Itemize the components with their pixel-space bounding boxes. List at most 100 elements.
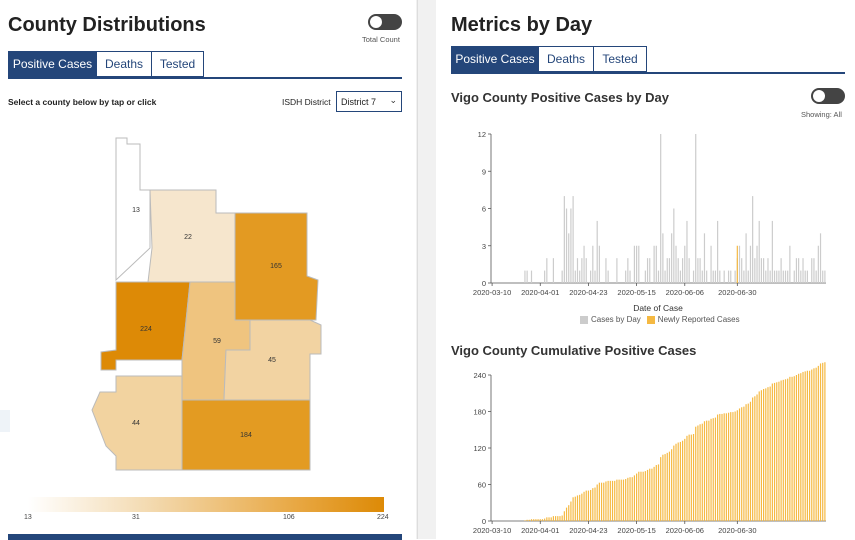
bar[interactable] [603, 482, 605, 521]
bar[interactable] [568, 505, 570, 521]
bar[interactable] [710, 245, 712, 283]
bar[interactable] [666, 452, 668, 521]
bar[interactable] [819, 233, 822, 283]
bar[interactable] [686, 435, 688, 521]
bar[interactable] [756, 245, 758, 283]
bar[interactable] [730, 270, 732, 283]
bar[interactable] [815, 270, 817, 283]
bar[interactable] [798, 258, 800, 283]
bar[interactable] [795, 258, 798, 283]
bar[interactable] [802, 371, 804, 521]
newly-reported-bar[interactable] [736, 245, 738, 283]
bar[interactable] [592, 245, 594, 283]
bar[interactable] [800, 373, 802, 521]
bar[interactable] [719, 270, 721, 283]
bar[interactable] [592, 488, 594, 521]
bar[interactable] [703, 233, 706, 283]
bar[interactable] [559, 516, 561, 521]
bar[interactable] [657, 464, 660, 521]
bar[interactable] [660, 457, 662, 521]
bar[interactable] [817, 245, 819, 283]
bar[interactable] [681, 440, 684, 521]
bar[interactable] [631, 477, 633, 521]
bar[interactable] [714, 270, 717, 283]
bar[interactable] [763, 258, 765, 283]
bar[interactable] [574, 270, 576, 283]
bar[interactable] [725, 413, 727, 521]
bar[interactable] [798, 373, 800, 521]
bar[interactable] [697, 258, 699, 283]
bar[interactable] [697, 425, 699, 521]
bar[interactable] [544, 270, 546, 283]
bar[interactable] [662, 454, 664, 521]
bar[interactable] [677, 258, 679, 283]
bar[interactable] [778, 381, 780, 521]
bar[interactable] [570, 501, 572, 521]
bar[interactable] [747, 270, 749, 283]
bar[interactable] [649, 258, 651, 283]
bar[interactable] [734, 411, 736, 522]
bar[interactable] [629, 270, 631, 283]
bar[interactable] [738, 408, 741, 521]
bar[interactable] [778, 270, 780, 283]
bar[interactable] [565, 208, 568, 284]
bar[interactable] [800, 270, 802, 283]
bar[interactable] [585, 490, 587, 521]
bar[interactable] [701, 270, 703, 283]
bar[interactable] [673, 445, 675, 521]
bar[interactable] [679, 270, 681, 283]
bar[interactable] [795, 375, 798, 521]
bar[interactable] [749, 401, 752, 521]
bar[interactable] [598, 245, 600, 283]
bar[interactable] [815, 367, 817, 521]
bar[interactable] [636, 245, 638, 283]
bar[interactable] [646, 469, 649, 521]
total-count-toggle[interactable] [368, 14, 402, 30]
bar[interactable] [646, 258, 649, 283]
bar[interactable] [530, 519, 533, 521]
bar[interactable] [804, 371, 806, 521]
bar[interactable] [618, 479, 620, 521]
bar[interactable] [524, 270, 526, 283]
bar[interactable] [579, 270, 581, 283]
bar[interactable] [784, 379, 787, 521]
bar[interactable] [767, 258, 769, 283]
bar[interactable] [568, 233, 570, 283]
bar[interactable] [813, 258, 815, 283]
bar[interactable] [819, 363, 822, 521]
bar[interactable] [732, 412, 734, 521]
bar[interactable] [649, 468, 651, 521]
bar[interactable] [616, 258, 618, 283]
bar[interactable] [671, 233, 673, 283]
bar[interactable] [741, 407, 743, 521]
bar[interactable] [546, 517, 548, 521]
bar[interactable] [607, 480, 609, 521]
bar[interactable] [806, 270, 808, 283]
bar[interactable] [544, 518, 546, 521]
bar[interactable] [539, 519, 541, 521]
bar[interactable] [730, 412, 732, 521]
bar[interactable] [723, 270, 725, 283]
bar[interactable] [745, 233, 747, 283]
bar[interactable] [662, 233, 664, 283]
bar[interactable] [570, 208, 572, 284]
bar[interactable] [721, 413, 723, 521]
bar[interactable] [780, 380, 782, 521]
bar[interactable] [745, 404, 747, 521]
bar[interactable] [784, 270, 787, 283]
bar[interactable] [581, 493, 583, 521]
bar[interactable] [664, 270, 666, 283]
bar[interactable] [684, 438, 686, 521]
bar[interactable] [808, 370, 811, 521]
bar[interactable] [576, 495, 579, 521]
bar[interactable] [640, 471, 642, 521]
bar[interactable] [723, 413, 725, 521]
bar[interactable] [760, 390, 763, 521]
bar[interactable] [546, 258, 548, 283]
bar[interactable] [636, 473, 638, 521]
bar[interactable] [714, 417, 717, 521]
bar[interactable] [695, 426, 697, 521]
bar[interactable] [548, 517, 550, 521]
bar[interactable] [763, 388, 765, 521]
bar[interactable] [767, 387, 769, 521]
